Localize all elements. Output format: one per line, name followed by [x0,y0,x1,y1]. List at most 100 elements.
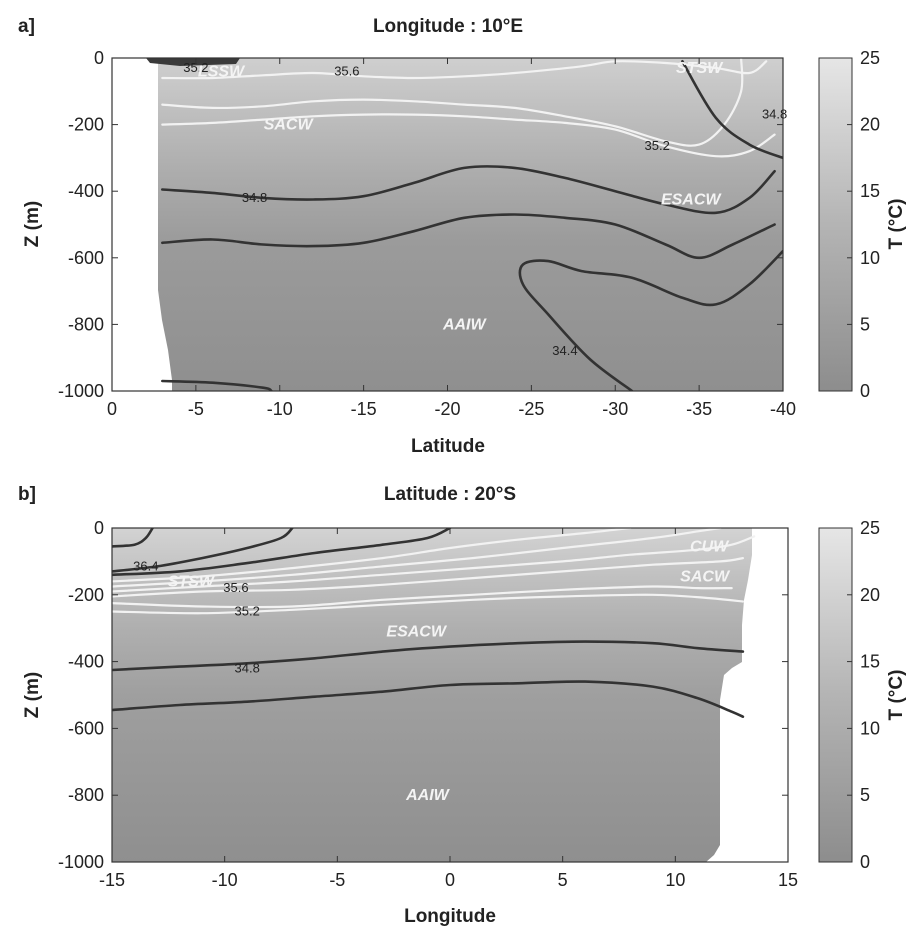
water-mass-label-stsw: STSW [676,60,724,77]
water-mass-label-stsw: STSW [168,573,216,590]
y-tick-label: -800 [68,314,104,334]
panel-a-colorbar [818,57,853,392]
panel-b-contour-labels: 36.4 35.6 35.2 34.8 [133,558,260,675]
isohaline-34-6 [112,680,745,718]
contour-label: 34.8 [762,107,787,122]
panel-b-y-ticks: 0 -200 -400 -600 -800 -1000 [58,518,788,872]
x-tick-label: -20 [434,399,460,419]
colorbar-tick-label: 5 [860,785,870,805]
colorbar-tick-label: 10 [860,718,880,738]
colorbar-tick-label: 0 [860,852,870,872]
isohaline-35 [161,113,776,158]
panel-b-isohalines [112,528,756,718]
x-tick-label: -15 [99,870,125,890]
x-tick-label: 10 [665,870,685,890]
y-tick-label: -1000 [58,852,104,872]
colorbar-tick-label: 15 [860,652,880,672]
contour-label: 35.2 [183,60,208,75]
water-mass-label-lssw: LSSW [198,63,246,80]
contour-label: 34.8 [235,660,260,675]
contour-label: 35.6 [334,63,359,78]
y-tick-label: -200 [68,115,104,135]
isohaline-36-6 [112,528,154,548]
panel-a-y-ticks: 0 -200 -400 -600 -800 -1000 [58,48,783,401]
x-tick-label: -25 [518,399,544,419]
panel-b-x-axis-label: Longitude [404,906,496,927]
y-tick-label: 0 [94,48,104,68]
panel-a: a] Longitude : 10°E 35.2 35.6 35.2 34.8 34.8… [18,16,907,457]
isohaline-36 [112,528,632,583]
x-tick-label: 0 [107,399,117,419]
panel-b-colorbar-label: T (°C) [886,670,907,721]
y-tick-label: 0 [94,518,104,538]
y-tick-label: -400 [68,652,104,672]
isohaline-35-6 [112,535,756,593]
water-mass-label-esacw: ESACW [661,192,722,209]
contour-label: 35.2 [645,138,670,153]
isohaline-34-8 [681,60,783,160]
contour-label: 34.8 [242,190,267,205]
y-tick-label: -1000 [58,381,104,401]
x-tick-label: -35 [686,399,712,419]
x-tick-label: -15 [351,399,377,419]
x-tick-label: -10 [212,870,238,890]
colorbar-tick-label: 20 [860,115,880,135]
colorbar-tick-label: 5 [860,314,870,334]
water-mass-label-sacw: SACW [264,117,315,134]
isohaline-34-4 [161,379,273,391]
y-tick-label: -200 [68,585,104,605]
water-mass-label-esacw: ESACW [386,624,447,641]
panel-a-isohalines [161,58,783,391]
panel-b-x-ticks: -15 -10 -5 0 5 10 15 [99,528,798,890]
x-tick-label: -30 [602,399,628,419]
x-tick-label: -10 [267,399,293,419]
panel-b-title: Latitude : 20°S [384,484,516,505]
x-tick-label: -5 [188,399,204,419]
panel-b-water-masses: STSW CUW SACW ESACW AAIW [168,538,731,804]
isohaline-34-4 [518,249,783,391]
isohaline-35-4 [112,557,744,598]
panel-b-colorbar [818,527,853,863]
x-tick-label: -40 [770,399,796,419]
panel-a-water-masses: LSSW STSW SACW ESACW AAIW [198,60,724,333]
isohaline-34-8 [112,640,745,672]
water-mass-label-cuw: CUW [690,538,730,555]
panel-a-colorbar-label: T (°C) [886,199,907,250]
x-tick-label: 0 [445,870,455,890]
contour-label: 35.6 [223,580,248,595]
y-tick-label: -800 [68,785,104,805]
panel-b-colorbar-ticks: 0 5 10 15 20 25 [847,518,880,872]
y-tick-label: -600 [68,248,104,268]
isohaline-35-2 [161,58,744,147]
contour-label: 36.4 [133,558,158,573]
isohaline-36-4 [112,528,294,573]
isohaline-35-6 [161,60,768,80]
colorbar-tick-label: 25 [860,518,880,538]
contour-label: 34.4 [552,343,577,358]
x-tick-label: 5 [558,870,568,890]
isohaline-34-6 [161,213,776,260]
panel-b: b] Latitude : 20°S 36.4 35.6 35.2 34.8 STSW… [18,484,907,927]
isohaline-34-8 [161,165,776,215]
panel-b-y-axis-label: Z (m) [22,672,43,718]
contour-label: 35.2 [235,604,260,619]
panel-b-label: b] [18,484,36,505]
colorbar-tick-label: 0 [860,381,870,401]
colorbar-tick-label: 25 [860,48,880,68]
water-mass-label-sacw: SACW [680,568,731,585]
colorbar-tick-label: 20 [860,585,880,605]
water-mass-label-aaiw: AAIW [405,787,451,804]
water-mass-label-aaiw: AAIW [442,316,488,333]
panel-a-x-ticks: 0 -5 -10 -15 -20 -25 -30 -35 -40 [107,58,796,419]
panel-a-colorbar-ticks: 0 5 10 15 20 25 [847,48,880,401]
colorbar-tick-label: 10 [860,248,880,268]
panel-a-title: Longitude : 10°E [373,16,523,37]
y-tick-label: -400 [68,181,104,201]
panel-a-temperature-field [158,58,783,391]
y-tick-label: -600 [68,718,104,738]
isohaline-35 [112,593,744,615]
colorbar-tick-label: 15 [860,181,880,201]
panel-a-y-axis-label: Z (m) [22,201,43,247]
panel-a-contour-labels: 35.2 35.6 35.2 34.8 34.8 34.4 [183,60,787,358]
